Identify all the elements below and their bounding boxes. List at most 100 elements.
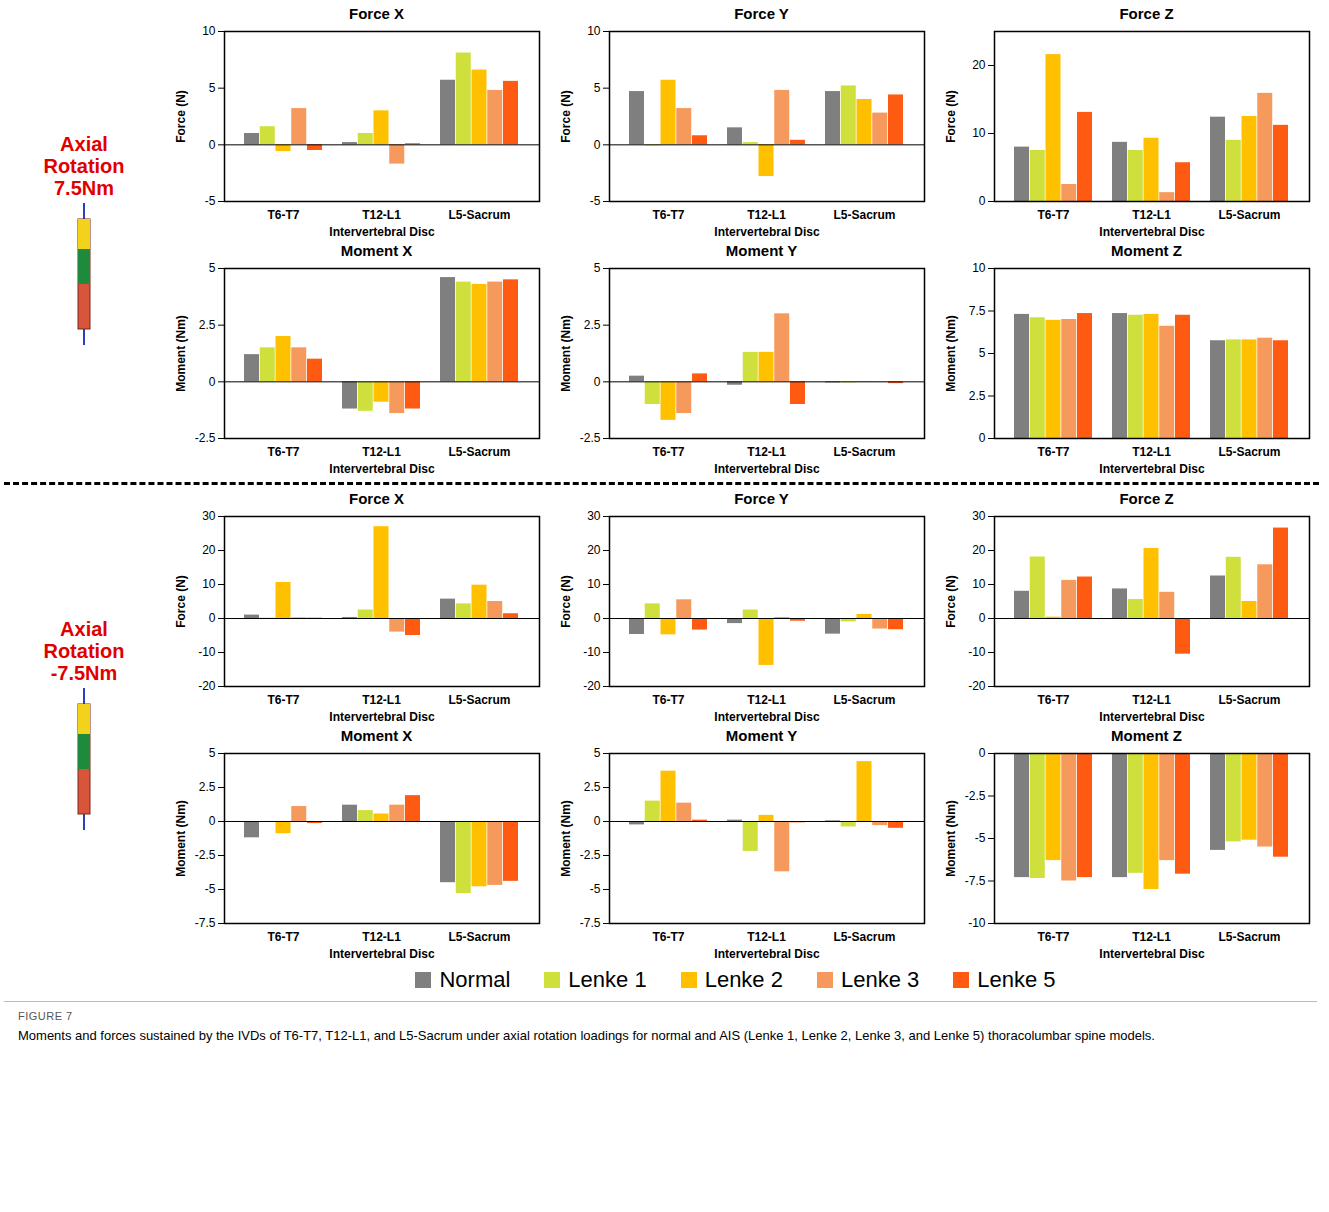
svg-text:0: 0 [979,431,986,445]
svg-text:0: 0 [979,611,986,625]
svg-text:T12-L1: T12-L1 [362,930,401,944]
svg-text:-5: -5 [975,831,986,845]
svg-text:20: 20 [972,58,986,72]
svg-text:0: 0 [594,814,601,828]
svg-text:L5-Sacrum: L5-Sacrum [833,445,895,459]
svg-text:-2.5: -2.5 [195,431,216,445]
svg-text:T12-L1: T12-L1 [1132,445,1171,459]
svg-text:20: 20 [202,543,216,557]
svg-text:10: 10 [202,577,216,591]
svg-text:Intervertebral Disc: Intervertebral Disc [714,710,820,724]
svg-text:Intervertebral Disc: Intervertebral Disc [329,710,435,724]
svg-text:T6-T7: T6-T7 [652,208,684,222]
svg-text:L5-Sacrum: L5-Sacrum [1218,208,1280,222]
svg-text:30: 30 [972,509,986,523]
svg-text:L5-Sacrum: L5-Sacrum [833,930,895,944]
svg-text:10: 10 [972,577,986,591]
svg-text:L5-Sacrum: L5-Sacrum [833,208,895,222]
svg-text:Intervertebral Disc: Intervertebral Disc [329,462,435,476]
svg-text:T12-L1: T12-L1 [1132,693,1171,707]
svg-text:Intervertebral Disc: Intervertebral Disc [714,947,820,961]
svg-text:Intervertebral Disc: Intervertebral Disc [1099,947,1205,961]
svg-text:10: 10 [972,261,986,275]
svg-text:T6-T7: T6-T7 [652,693,684,707]
svg-text:20: 20 [972,543,986,557]
svg-text:T6-T7: T6-T7 [267,693,299,707]
svg-text:T12-L1: T12-L1 [747,693,786,707]
svg-text:5: 5 [979,346,986,360]
svg-text:L5-Sacrum: L5-Sacrum [448,208,510,222]
svg-text:Moment (Nm): Moment (Nm) [174,315,188,392]
svg-text:T12-L1: T12-L1 [362,208,401,222]
svg-text:T12-L1: T12-L1 [747,445,786,459]
svg-text:0: 0 [594,138,601,152]
svg-text:T12-L1: T12-L1 [362,693,401,707]
svg-text:-5: -5 [205,194,216,208]
svg-text:T6-T7: T6-T7 [1037,445,1069,459]
svg-text:Intervertebral Disc: Intervertebral Disc [329,225,435,239]
svg-text:-20: -20 [198,679,216,693]
svg-text:0: 0 [209,814,216,828]
svg-text:Intervertebral Disc: Intervertebral Disc [329,947,435,961]
svg-text:T6-T7: T6-T7 [267,208,299,222]
svg-text:30: 30 [202,509,216,523]
svg-text:T12-L1: T12-L1 [747,208,786,222]
svg-text:Force (N): Force (N) [559,575,573,628]
svg-text:T12-L1: T12-L1 [362,445,401,459]
svg-text:5: 5 [594,261,601,275]
svg-text:L5-Sacrum: L5-Sacrum [1218,693,1280,707]
svg-text:7.5: 7.5 [969,304,986,318]
svg-text:T6-T7: T6-T7 [1037,930,1069,944]
svg-text:T12-L1: T12-L1 [747,930,786,944]
svg-text:Moment (Nm): Moment (Nm) [944,800,958,877]
svg-text:T12-L1: T12-L1 [1132,208,1171,222]
svg-text:-5: -5 [205,882,216,896]
svg-text:-2.5: -2.5 [195,848,216,862]
svg-text:Force (N): Force (N) [944,575,958,628]
svg-text:L5-Sacrum: L5-Sacrum [1218,930,1280,944]
svg-text:20: 20 [587,543,601,557]
svg-text:0: 0 [979,746,986,760]
svg-text:10: 10 [972,126,986,140]
svg-text:Intervertebral Disc: Intervertebral Disc [1099,225,1205,239]
svg-text:T12-L1: T12-L1 [1132,930,1171,944]
svg-text:2.5: 2.5 [199,780,216,794]
svg-text:L5-Sacrum: L5-Sacrum [448,930,510,944]
svg-text:-10: -10 [968,916,986,930]
svg-text:-10: -10 [583,645,601,659]
svg-text:10: 10 [202,24,216,38]
svg-text:Moment (Nm): Moment (Nm) [174,800,188,877]
svg-text:0: 0 [594,375,601,389]
svg-text:T6-T7: T6-T7 [652,445,684,459]
svg-text:Force (N): Force (N) [174,90,188,143]
svg-text:2.5: 2.5 [199,318,216,332]
svg-text:L5-Sacrum: L5-Sacrum [448,445,510,459]
svg-text:-10: -10 [198,645,216,659]
svg-text:T6-T7: T6-T7 [267,445,299,459]
svg-text:-2.5: -2.5 [580,848,601,862]
svg-text:-5: -5 [590,882,601,896]
svg-text:10: 10 [587,577,601,591]
svg-text:5: 5 [209,261,216,275]
svg-text:30: 30 [587,509,601,523]
svg-text:-2.5: -2.5 [965,789,986,803]
svg-text:L5-Sacrum: L5-Sacrum [448,693,510,707]
svg-text:T6-T7: T6-T7 [652,930,684,944]
svg-text:5: 5 [209,81,216,95]
svg-text:0: 0 [209,611,216,625]
svg-text:Force (N): Force (N) [944,90,958,143]
svg-text:0: 0 [979,194,986,208]
svg-text:2.5: 2.5 [969,389,986,403]
svg-text:-7.5: -7.5 [965,874,986,888]
svg-text:0: 0 [209,138,216,152]
svg-text:2.5: 2.5 [584,780,601,794]
svg-text:Intervertebral Disc: Intervertebral Disc [1099,710,1205,724]
svg-text:0: 0 [209,375,216,389]
svg-text:5: 5 [209,746,216,760]
svg-text:-5: -5 [590,194,601,208]
svg-text:T6-T7: T6-T7 [1037,693,1069,707]
svg-text:-7.5: -7.5 [580,916,601,930]
svg-text:Force (N): Force (N) [174,575,188,628]
svg-text:L5-Sacrum: L5-Sacrum [833,693,895,707]
svg-text:Force (N): Force (N) [559,90,573,143]
